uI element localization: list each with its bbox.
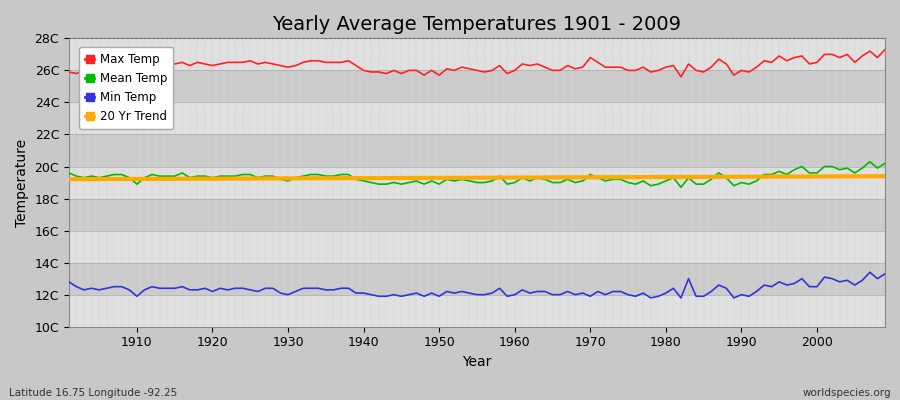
Bar [69, 166, 885, 198]
Text: Latitude 16.75 Longitude -92.25: Latitude 16.75 Longitude -92.25 [9, 388, 177, 398]
Bar [69, 295, 885, 327]
Bar [69, 38, 885, 70]
Y-axis label: Temperature: Temperature [15, 138, 29, 226]
Bar [69, 198, 885, 230]
Bar [69, 102, 885, 134]
Title: Yearly Average Temperatures 1901 - 2009: Yearly Average Temperatures 1901 - 2009 [273, 15, 681, 34]
Bar [69, 230, 885, 263]
Legend: Max Temp, Mean Temp, Min Temp, 20 Yr Trend: Max Temp, Mean Temp, Min Temp, 20 Yr Tre… [79, 47, 174, 129]
Bar [69, 134, 885, 166]
X-axis label: Year: Year [463, 355, 491, 369]
Text: worldspecies.org: worldspecies.org [803, 388, 891, 398]
Bar [69, 70, 885, 102]
Bar [69, 263, 885, 295]
